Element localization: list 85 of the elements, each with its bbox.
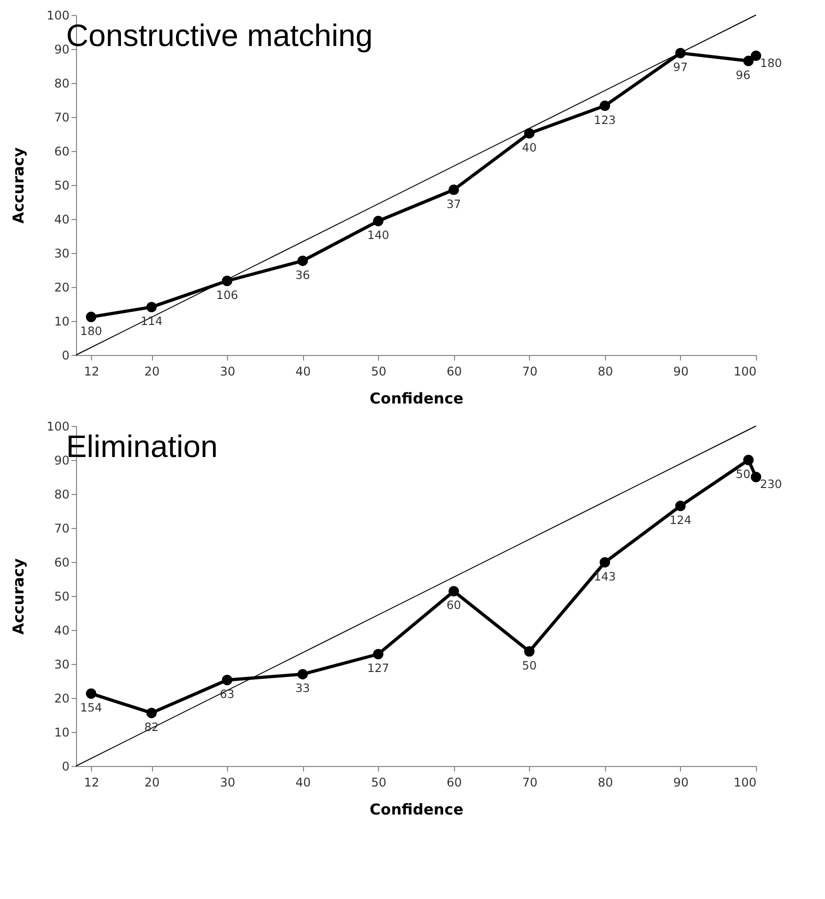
y-tick-label: 50 [54,590,70,604]
y-tick-label: 10 [54,726,70,740]
annotation: 154 [80,700,102,715]
annotation: 40 [522,140,537,154]
x-tick-label: 30 [220,364,236,378]
y-tick-label: 50 [54,178,70,192]
y-axis-title: Accuracy [10,558,28,635]
annotation: 36 [295,268,310,282]
annotation: 106 [216,288,238,302]
x-tick-label: 30 [220,776,236,790]
x-tick-label: 12 [84,364,100,378]
annotation: 96 [736,68,750,82]
annotation: 230 [760,477,782,491]
y-tick-label: 0 [62,348,70,362]
x-tick-label: 50 [371,776,386,790]
point [146,302,157,312]
y-tick-label: 100 [46,420,70,434]
x-tick-label: 60 [446,776,462,790]
annotation: 180 [760,56,782,70]
y-tick-label: 30 [54,658,70,672]
y-tick-label: 30 [54,246,70,260]
x-tick-label: 70 [522,776,538,790]
point [86,312,96,322]
annotation: 124 [669,512,692,527]
point [524,128,535,139]
x-tick-label: 20 [144,776,160,790]
point [743,454,754,466]
y-axis-title: Accuracy [10,147,28,224]
x-tick-label: 40 [296,364,311,378]
point [372,648,384,660]
y-tick-label: 40 [54,624,70,638]
annotation: 123 [594,112,616,127]
y-tick-label: 80 [54,488,70,502]
point [297,668,308,680]
point [222,674,232,686]
y-tick-label: 20 [54,692,70,706]
point [297,256,308,266]
y-tick-label: 0 [62,760,70,774]
x-tick-label: 70 [522,364,538,378]
x-tick-label: 90 [673,364,689,378]
x-axis-title: Confidence [370,390,464,408]
point [750,50,762,62]
annotation: 50 [736,467,750,481]
y-tick-label: 60 [54,556,70,570]
annotation: 114 [140,314,163,328]
y-tick-label: 60 [54,144,70,158]
point [750,472,762,482]
point [448,184,460,195]
point [146,708,157,718]
point [86,688,96,699]
annotation: 140 [367,228,390,242]
point [600,100,610,112]
y-tick-label: 40 [54,212,70,226]
annotation: 180 [80,324,102,338]
y-tick-label: 20 [54,280,70,294]
x-tick-label: 100 [734,364,756,378]
x-tick-label: 80 [598,776,614,790]
point [372,216,384,226]
annotation: 97 [673,60,688,74]
annotation: 37 [446,196,462,211]
x-tick-label: 40 [296,776,311,790]
annotation: 63 [220,686,234,701]
point [600,557,610,568]
y-tick-label: 70 [54,110,70,124]
annotation: 50 [522,658,537,672]
annotation: 143 [594,569,616,584]
y-tick-label: 80 [54,76,70,90]
y-tick-label: 70 [54,522,70,536]
annotation: 127 [367,661,390,676]
x-tick-label: 60 [446,364,462,378]
point [743,56,754,66]
annotation: 33 [295,681,310,696]
x-tick-label: 12 [84,776,100,790]
x-tick-label: 90 [673,776,689,790]
annotation: 60 [446,598,462,612]
x-tick-label: 100 [734,776,756,790]
x-tick-label: 20 [144,364,160,378]
x-tick-label: 80 [598,364,614,378]
point [675,500,686,512]
y-tick-label: 10 [54,314,70,328]
y-tick-label: 100 [46,8,70,22]
x-tick-label: 50 [371,364,386,378]
point [448,586,460,596]
x-axis-title: Confidence [370,800,464,818]
point [524,646,535,657]
